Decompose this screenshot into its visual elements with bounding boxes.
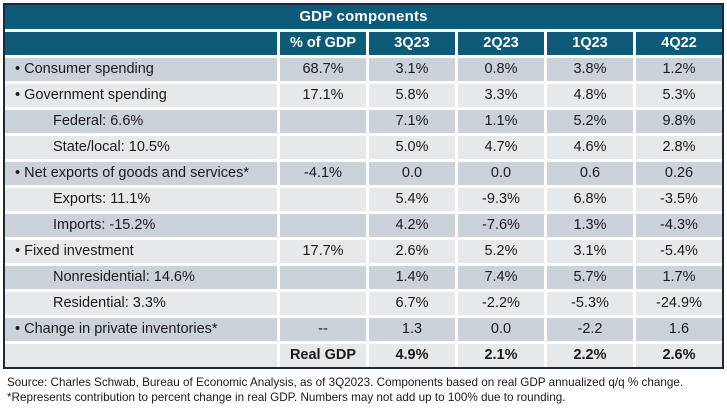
pct-of-gdp-cell: Real GDP <box>280 344 366 367</box>
value-cell: 4.2% <box>369 214 455 237</box>
gdp-components-table: GDP components % of GDP 3Q23 2Q23 1Q23 4Q22 •… <box>3 3 724 369</box>
pct-of-gdp-cell: -- <box>280 318 366 341</box>
pct-of-gdp-cell <box>280 136 366 159</box>
value-cell: 1.7% <box>636 266 722 289</box>
value-cell: -4.3% <box>636 214 722 237</box>
value-cell: 1.4% <box>369 266 455 289</box>
value-cell: 4.8% <box>547 84 633 107</box>
row-label <box>5 344 277 367</box>
value-cell: 2.6% <box>636 344 722 367</box>
value-cell: 0.0 <box>458 318 544 341</box>
value-cell: 4.7% <box>458 136 544 159</box>
value-cell: -2.2% <box>458 292 544 315</box>
value-cell: 5.0% <box>369 136 455 159</box>
row-label: Residential: 3.3% <box>5 292 277 315</box>
column-header: 1Q23 <box>547 32 633 55</box>
value-cell: 7.1% <box>369 110 455 133</box>
pct-of-gdp-cell <box>280 188 366 211</box>
row-label: • Fixed investment <box>5 240 277 263</box>
pct-of-gdp-cell: 17.1% <box>280 84 366 107</box>
row-label: • Net exports of goods and services* <box>5 162 277 185</box>
value-cell: 1.2% <box>636 58 722 81</box>
row-label: • Government spending <box>5 84 277 107</box>
value-cell: -3.5% <box>636 188 722 211</box>
row-label: • Change in private inventories* <box>5 318 277 341</box>
pct-of-gdp-cell <box>280 110 366 133</box>
footnote-line: *Represents contribution to percent chan… <box>7 390 566 404</box>
source-note: Source: Charles Schwab, Bureau of Econom… <box>7 376 723 406</box>
table-title: GDP components <box>5 5 722 32</box>
value-cell: 3.8% <box>547 58 633 81</box>
value-cell: -5.4% <box>636 240 722 263</box>
value-cell: 0.8% <box>458 58 544 81</box>
value-cell: 3.1% <box>369 58 455 81</box>
column-header-blank <box>5 32 277 55</box>
value-cell: -7.6% <box>458 214 544 237</box>
value-cell: 5.2% <box>458 240 544 263</box>
value-cell: 1.3 <box>369 318 455 341</box>
row-label: State/local: 10.5% <box>5 136 277 159</box>
value-cell: 1.3% <box>547 214 633 237</box>
column-header: 4Q22 <box>636 32 722 55</box>
value-cell: 2.2% <box>547 344 633 367</box>
value-cell: -9.3% <box>458 188 544 211</box>
value-cell: 1.6 <box>636 318 722 341</box>
table-grid: % of GDP 3Q23 2Q23 1Q23 4Q22 • Consumer spend… <box>5 32 722 367</box>
row-label: Federal: 6.6% <box>5 110 277 133</box>
source-line: Source: Charles Schwab, Bureau of Econom… <box>7 376 684 389</box>
column-header: % of GDP <box>280 32 366 55</box>
value-cell: -24.9% <box>636 292 722 315</box>
value-cell: 5.2% <box>547 110 633 133</box>
row-label: Exports: 11.1% <box>5 188 277 211</box>
value-cell: 5.7% <box>547 266 633 289</box>
pct-of-gdp-cell: 68.7% <box>280 58 366 81</box>
value-cell: 4.9% <box>369 344 455 367</box>
column-header: 3Q23 <box>369 32 455 55</box>
row-label: Nonresidential: 14.6% <box>5 266 277 289</box>
value-cell: 2.6% <box>369 240 455 263</box>
row-label: • Consumer spending <box>5 58 277 81</box>
column-header: 2Q23 <box>458 32 544 55</box>
pct-of-gdp-cell <box>280 266 366 289</box>
value-cell: 0.6 <box>547 162 633 185</box>
row-label: Imports: -15.2% <box>5 214 277 237</box>
pct-of-gdp-cell <box>280 214 366 237</box>
value-cell: 7.4% <box>458 266 544 289</box>
value-cell: 3.1% <box>547 240 633 263</box>
value-cell: 6.7% <box>369 292 455 315</box>
value-cell: 5.3% <box>636 84 722 107</box>
value-cell: 0.0 <box>458 162 544 185</box>
value-cell: 4.6% <box>547 136 633 159</box>
value-cell: 0.0 <box>369 162 455 185</box>
value-cell: 2.1% <box>458 344 544 367</box>
value-cell: 6.8% <box>547 188 633 211</box>
pct-of-gdp-cell: -4.1% <box>280 162 366 185</box>
value-cell: -5.3% <box>547 292 633 315</box>
value-cell: 9.8% <box>636 110 722 133</box>
value-cell: 2.8% <box>636 136 722 159</box>
pct-of-gdp-cell: 17.7% <box>280 240 366 263</box>
value-cell: -2.2 <box>547 318 633 341</box>
pct-of-gdp-cell <box>280 292 366 315</box>
value-cell: 5.4% <box>369 188 455 211</box>
value-cell: 5.8% <box>369 84 455 107</box>
value-cell: 0.26 <box>636 162 722 185</box>
value-cell: 3.3% <box>458 84 544 107</box>
value-cell: 1.1% <box>458 110 544 133</box>
